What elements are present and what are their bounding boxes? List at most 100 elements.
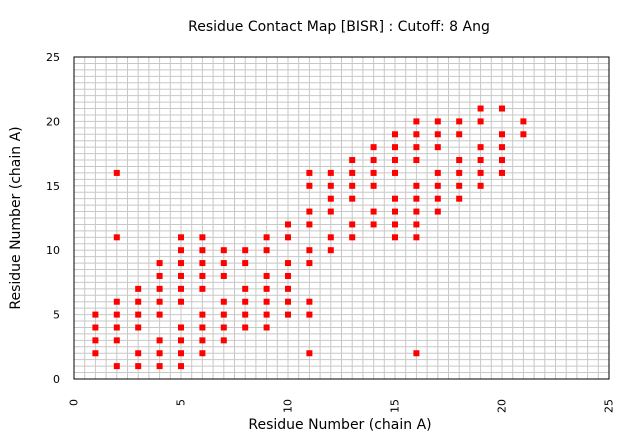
data-point [520, 118, 527, 125]
data-point [199, 324, 206, 331]
data-point [477, 169, 484, 176]
data-point [306, 208, 313, 215]
data-point [156, 298, 163, 305]
data-point [113, 298, 120, 305]
data-point [285, 221, 291, 228]
data-point [156, 272, 163, 279]
data-point [199, 272, 206, 279]
data-point [178, 247, 184, 254]
data-point [413, 157, 420, 164]
data-point [178, 350, 184, 357]
data-point [499, 144, 505, 151]
data-point [263, 272, 270, 279]
data-point [178, 234, 184, 241]
data-point [434, 169, 441, 176]
data-point [413, 131, 420, 138]
tick-labels: 0 5 10 15 20 25 0 5 10 15 20 25 [46, 51, 616, 413]
data-point [285, 260, 291, 267]
x-tick-label: 25 [603, 399, 616, 413]
data-point [434, 195, 441, 202]
data-point [113, 234, 120, 241]
data-point [349, 195, 356, 202]
data-point [263, 324, 270, 331]
data-point [370, 157, 377, 164]
data-point [349, 169, 356, 176]
data-point [156, 285, 163, 292]
data-point [135, 324, 142, 331]
data-point [263, 311, 270, 318]
data-point [263, 247, 270, 254]
data-point [477, 157, 484, 164]
data-point [156, 337, 163, 344]
data-point [392, 221, 398, 228]
data-point [349, 221, 356, 228]
data-point [156, 311, 163, 318]
data-point [156, 350, 163, 357]
data-point [242, 247, 249, 254]
data-point [370, 208, 377, 215]
data-point [92, 350, 99, 357]
data-point [156, 260, 163, 267]
data-point [434, 118, 441, 125]
data-point [285, 311, 291, 318]
data-point [327, 169, 334, 176]
data-point [392, 195, 398, 202]
data-point [306, 169, 313, 176]
data-point [434, 144, 441, 151]
data-point [370, 221, 377, 228]
data-point [392, 157, 398, 164]
data-point [135, 298, 142, 305]
data-point [456, 131, 463, 138]
data-point [178, 298, 184, 305]
data-point [285, 298, 291, 305]
data-point [477, 144, 484, 151]
data-point [263, 298, 270, 305]
y-tick-label: 10 [46, 244, 60, 257]
data-point [199, 234, 206, 241]
data-point [220, 337, 227, 344]
data-point [434, 208, 441, 215]
data-point [199, 337, 206, 344]
data-point [477, 118, 484, 125]
data-point [113, 363, 120, 370]
data-point [156, 363, 163, 370]
data-point [370, 182, 377, 189]
data-point [327, 195, 334, 202]
data-point [370, 144, 377, 151]
data-point [499, 169, 505, 176]
data-point [456, 169, 463, 176]
data-point [220, 247, 227, 254]
data-point [520, 131, 527, 138]
y-tick-label: 5 [53, 309, 60, 322]
data-point [178, 272, 184, 279]
data-point [456, 157, 463, 164]
data-point [413, 208, 420, 215]
data-point [242, 285, 249, 292]
data-point [392, 144, 398, 151]
y-tick-label: 15 [46, 180, 60, 193]
data-point [199, 285, 206, 292]
data-point [178, 337, 184, 344]
y-tick-label: 0 [53, 373, 60, 386]
data-point [306, 298, 313, 305]
data-point [92, 311, 99, 318]
data-point [178, 324, 184, 331]
data-point [434, 131, 441, 138]
data-point [306, 311, 313, 318]
data-point [327, 247, 334, 254]
data-point [199, 311, 206, 318]
chart-title: Residue Contact Map [BISR] : Cutoff: 8 A… [188, 19, 490, 35]
data-point [477, 182, 484, 189]
data-point [178, 285, 184, 292]
data-point [456, 118, 463, 125]
data-point [392, 169, 398, 176]
grid [74, 57, 609, 379]
data-point [220, 260, 227, 267]
plot-frame [73, 56, 610, 380]
data-point [306, 182, 313, 189]
data-point [392, 234, 398, 241]
y-tick-label: 20 [46, 115, 60, 128]
data-point [327, 182, 334, 189]
y-axis-label: Residue Number (chain A) [8, 126, 24, 309]
